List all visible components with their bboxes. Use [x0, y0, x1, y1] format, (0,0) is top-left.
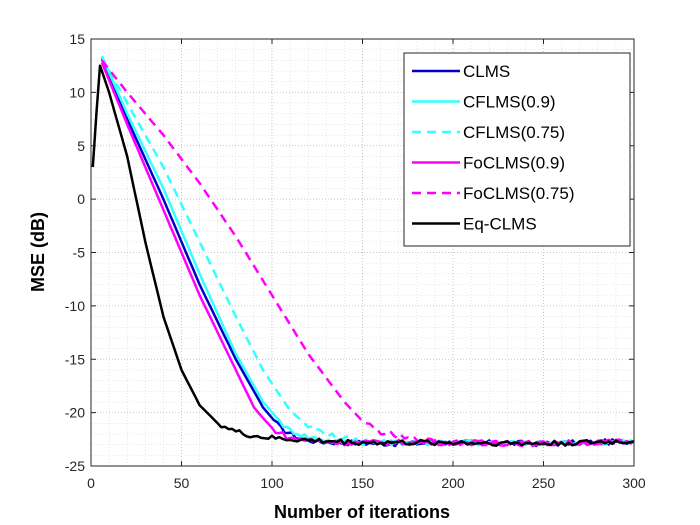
x-tick-label: 250 — [532, 475, 556, 491]
y-axis-label: MSE (dB) — [28, 212, 48, 292]
y-tick-label: 5 — [77, 138, 85, 154]
x-tick-label: 150 — [351, 475, 375, 491]
legend-label: FoCLMS(0.75) — [463, 184, 574, 203]
y-tick-label: -25 — [65, 458, 85, 474]
legend-label: FoCLMS(0.9) — [463, 154, 565, 173]
legend-label: CLMS — [463, 62, 510, 81]
legend-label: Eq-CLMS — [463, 215, 537, 234]
y-tick-label: 0 — [77, 191, 85, 207]
y-tick-label: 10 — [69, 84, 85, 100]
x-tick-label: 300 — [622, 475, 646, 491]
series-layer — [91, 55, 635, 448]
y-tick-label: -10 — [65, 298, 85, 314]
legend-label: CFLMS(0.75) — [463, 123, 565, 142]
x-tick-label: 100 — [260, 475, 284, 491]
x-tick-label: 0 — [87, 475, 95, 491]
y-tick-label: 15 — [69, 31, 85, 47]
y-tick-label: -20 — [65, 405, 85, 421]
legend-box — [403, 52, 631, 247]
x-axis-label: Number of iterations — [274, 502, 450, 522]
legend-label: CFLMS(0.9) — [463, 93, 556, 112]
series-line-eq-clms — [91, 64, 635, 447]
legend: CLMS CFLMS(0.9) CFLMS(0.75) FoCLMS(0.9) FoCL… — [403, 52, 631, 247]
y-tick-label: -5 — [73, 245, 86, 261]
x-tick-label: 50 — [174, 475, 190, 491]
y-tick-label: -15 — [65, 351, 85, 367]
x-tick-label: 200 — [441, 475, 465, 491]
